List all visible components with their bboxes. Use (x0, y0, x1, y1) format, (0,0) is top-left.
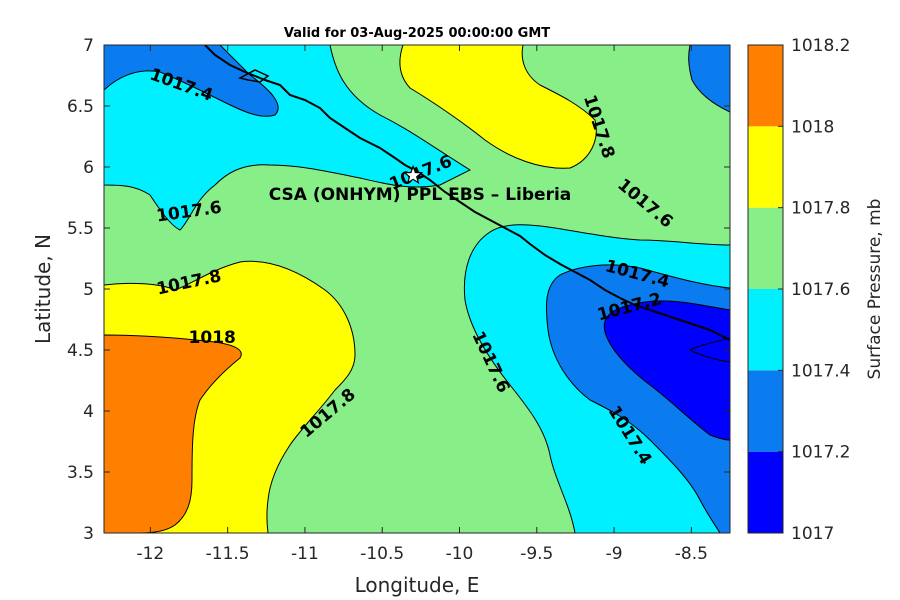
x-axis-ticks: -12 -11.5 -11 -10.5 -10 -9.5 -9 -8.5 (136, 45, 708, 564)
x-tick-label: -10 (446, 544, 474, 564)
x-axis-label: Longitude, E (355, 573, 480, 597)
y-tick-label: 6 (83, 158, 94, 178)
colorbar: 1017 1017.2 1017.4 1017.6 1017.8 1018 1018.2 (747, 36, 850, 544)
contour-label: 1018 (189, 328, 236, 348)
colorbar-label: Surface Pressure, mb (865, 199, 885, 380)
site-label: CSA (ONHYM) PPL EBS – Liberia (269, 185, 572, 205)
colorbar-swatch (748, 289, 783, 371)
x-tick-label: -11.5 (206, 544, 250, 564)
region-core-southeast (688, 337, 730, 363)
region-1017.8-north (399, 45, 597, 169)
x-tick-label: -9.5 (520, 544, 553, 564)
colorbar-swatch (748, 207, 783, 289)
colorbar-swatch (748, 126, 783, 208)
map-title: Valid for 03-Aug-2025 00:00:00 GMT (284, 26, 550, 41)
region-1017.4-northwest (104, 45, 472, 231)
colorbar-tick-label: 1017.8 (791, 199, 850, 219)
y-tick-label: 4.5 (67, 341, 94, 361)
x-tick-label: -8.5 (675, 544, 708, 564)
y-tick-label: 5.5 (67, 219, 94, 239)
y-tick-label: 6.5 (67, 97, 94, 117)
colorbar-tick-label: 1017.4 (791, 361, 850, 381)
colorbar-tick-label: 1018 (791, 117, 834, 137)
x-tick-label: -9 (606, 544, 623, 564)
colorbar-tick-label: 1018.2 (791, 36, 850, 56)
colorbar-tick-label: 1017.6 (791, 280, 850, 300)
region-1017.0-southeast (603, 300, 730, 441)
colorbar-swatch (748, 451, 783, 533)
site-star-icon (402, 164, 424, 185)
y-tick-label: 5 (83, 280, 94, 300)
region-1017.2-northeast (688, 45, 730, 113)
colorbar-tick-label: 1017.2 (791, 443, 850, 463)
y-tick-label: 7 (83, 36, 94, 56)
colorbar-swatch (748, 45, 783, 127)
colorbar-swatch (748, 370, 783, 452)
coastline-detail (237, 69, 270, 83)
y-axis-ticks: 3 3.5 4 4.5 5 5.5 6 6.5 7 (67, 36, 730, 544)
x-tick-label: -11 (291, 544, 319, 564)
y-tick-label: 4 (83, 402, 94, 422)
region-1018-southwest (104, 334, 242, 533)
contour-field (104, 45, 730, 533)
y-tick-label: 3 (83, 524, 94, 544)
site-marker (402, 164, 424, 185)
y-axis-label: Latitude, N (31, 234, 55, 344)
coastline (204, 45, 730, 341)
x-tick-label: -12 (136, 544, 164, 564)
y-tick-label: 3.5 (67, 463, 94, 483)
region-1017.2-northwest (104, 45, 279, 117)
x-tick-label: -10.5 (360, 544, 404, 564)
colorbar-tick-label: 1017 (791, 524, 834, 544)
